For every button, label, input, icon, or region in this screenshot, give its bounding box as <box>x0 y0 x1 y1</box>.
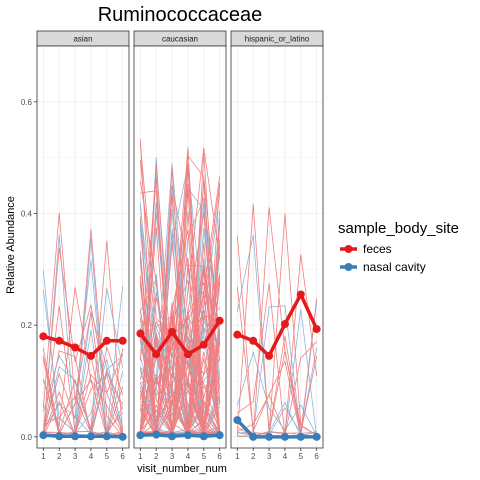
trace-line-nasal-cavity <box>139 187 221 437</box>
mean-point-nasal-cavity <box>168 432 177 441</box>
mean-point-feces <box>152 350 161 359</box>
mean-point-feces <box>199 340 208 349</box>
x-tick-label: 6 <box>217 452 222 461</box>
mean-point-nasal-cavity <box>102 432 111 441</box>
panel-border <box>230 45 324 449</box>
y-axis: 0.0 0.2 0.4 0.6 <box>21 98 37 442</box>
mean-point-feces <box>296 290 305 299</box>
x-tick-label: 3 <box>170 452 175 461</box>
mean-line-feces <box>138 319 222 356</box>
individual-traces <box>139 139 221 439</box>
mean-point-nasal-cavity <box>265 432 274 441</box>
legend-label: nasal cavity <box>363 260 426 274</box>
x-tick-label: 2 <box>251 452 256 461</box>
mean-point-feces <box>249 336 258 345</box>
legend: sample_body_site feces nasal cavity <box>338 220 459 274</box>
legend-label: feces <box>363 242 392 256</box>
trace-line-feces <box>139 154 221 428</box>
facet-strip-label: caucasian <box>162 35 198 44</box>
mean-point-nasal-cavity <box>280 432 289 441</box>
mean-point-nasal-cavity <box>152 430 161 439</box>
mean-point-nasal-cavity <box>233 416 242 425</box>
mean-point-nasal-cavity <box>71 432 80 441</box>
legend-key-point <box>344 245 353 253</box>
x-tick-label: 2 <box>154 452 159 461</box>
x-tick-label: 5 <box>202 452 207 461</box>
mean-point-feces <box>265 351 274 360</box>
mean-point-nasal-cavity <box>215 431 224 440</box>
mean-point-feces <box>71 343 80 352</box>
mean-point-feces <box>86 351 95 360</box>
x-axis: 1 2 3 4 5 6 1 2 3 4 5 6 1 2 3 4 5 6 <box>41 448 319 461</box>
mean-point-nasal-cavity <box>39 431 48 440</box>
x-tick-label: 3 <box>267 452 272 461</box>
y-axis-title: Relative Abundance <box>5 196 17 294</box>
facet-panel-0: asian <box>36 30 130 449</box>
mean-point-nasal-cavity <box>55 432 64 441</box>
mean-point-nasal-cavity <box>118 432 127 441</box>
mean-point-feces <box>136 329 145 338</box>
mean-point-feces <box>183 350 192 359</box>
facet-panel-2: hispanic_or_latino <box>230 30 324 449</box>
mean-point-feces <box>55 336 64 345</box>
mean-point-feces <box>102 336 111 345</box>
mean-point-feces <box>233 330 242 339</box>
mean-point-nasal-cavity <box>296 432 305 441</box>
trace-line-feces <box>236 213 317 436</box>
mean-point-feces <box>168 327 177 336</box>
x-tick-label: 2 <box>57 452 62 461</box>
legend-title: sample_body_site <box>338 220 459 237</box>
facet-panel-1: caucasian <box>133 30 227 449</box>
y-tick-label: 0.6 <box>21 98 33 107</box>
trace-line-feces <box>43 374 124 437</box>
mean-point-feces <box>118 336 127 345</box>
mean-point-feces <box>215 316 224 325</box>
x-tick-label: 3 <box>73 452 78 461</box>
x-tick-label: 4 <box>283 452 288 461</box>
panel-border <box>133 45 227 449</box>
mean-point-nasal-cavity <box>183 431 192 440</box>
trace-line-nasal-cavity <box>42 365 124 436</box>
x-tick-label: 6 <box>120 452 125 461</box>
trace-line-feces <box>236 203 317 436</box>
y-tick-label: 0.2 <box>21 321 33 330</box>
panel-border <box>36 45 130 449</box>
mean-point-feces <box>280 320 289 329</box>
trace-line-feces <box>139 290 221 436</box>
trace-line-feces <box>42 287 124 438</box>
x-tick-label: 1 <box>138 452 143 461</box>
mean-point-nasal-cavity <box>136 431 145 440</box>
facet-strip-label: hispanic_or_latino <box>245 35 310 44</box>
x-tick-label: 4 <box>89 452 94 461</box>
chart-title: Ruminococcaceae <box>98 4 263 26</box>
x-tick-label: 5 <box>105 452 110 461</box>
mean-point-feces <box>312 325 321 334</box>
mean-point-nasal-cavity <box>199 432 208 441</box>
x-tick-label: 4 <box>186 452 191 461</box>
facet-strip-label: asian <box>73 35 92 44</box>
trace-line-feces <box>139 147 221 437</box>
trace-line-feces <box>42 228 123 437</box>
x-tick-label: 1 <box>41 452 46 461</box>
x-tick-label: 1 <box>235 452 240 461</box>
trace-line-feces <box>139 356 221 437</box>
trace-line-feces <box>139 266 221 437</box>
trace-line-feces <box>140 348 221 433</box>
x-tick-label: 5 <box>299 452 304 461</box>
mean-point-nasal-cavity <box>312 432 321 441</box>
y-tick-label: 0.0 <box>21 433 33 442</box>
mean-point-feces <box>39 332 48 341</box>
mean-point-nasal-cavity <box>249 432 258 441</box>
y-tick-label: 0.4 <box>21 210 33 219</box>
x-axis-title: visit_number_num <box>137 463 227 475</box>
facet-panels: asian caucasian hispanic_or_latino <box>36 30 324 449</box>
mean-point-nasal-cavity <box>86 432 95 441</box>
x-tick-label: 6 <box>314 452 319 461</box>
trace-line-feces <box>236 254 318 435</box>
legend-key-point <box>344 263 353 271</box>
